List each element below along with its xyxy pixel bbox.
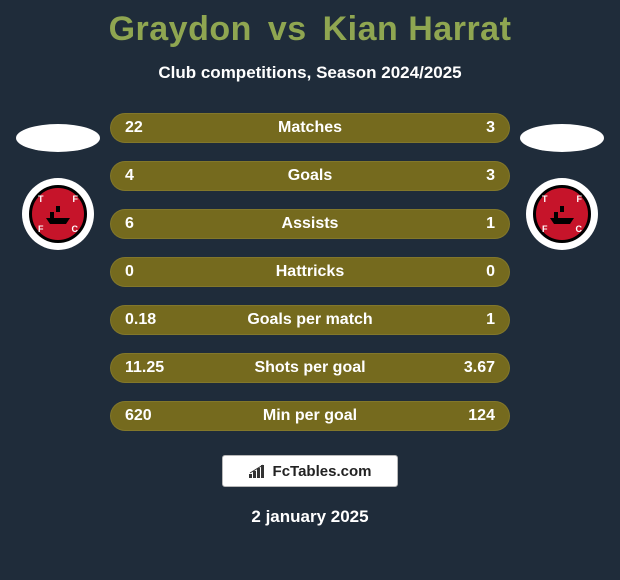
crest-letter: C: [576, 224, 583, 234]
club-crest-left: T F F C: [22, 178, 94, 250]
stat-value-left: 620: [125, 407, 173, 425]
stat-label: Goals per match: [247, 311, 372, 329]
stat-value-right: 3: [447, 119, 495, 137]
stat-row: 620 Min per goal 124: [110, 401, 510, 431]
crest-letter: F: [38, 224, 44, 234]
stat-label: Hattricks: [276, 263, 344, 281]
stat-value-left: 4: [125, 167, 173, 185]
stat-value-left: 22: [125, 119, 173, 137]
stat-value-left: 11.25: [125, 359, 173, 377]
stat-value-right: 3: [447, 167, 495, 185]
page-title: Graydon vs Kian Harrat: [0, 0, 620, 49]
stat-value-right: 124: [447, 407, 495, 425]
stats-table: 22 Matches 3 4 Goals 3 6 Assists 1 0 Hattricks 0 0.1…: [0, 113, 620, 431]
bars-icon: [249, 464, 267, 478]
stat-row: 4 Goals 3: [110, 161, 510, 191]
stat-value-left: 0: [125, 263, 173, 281]
stat-value-right: 1: [447, 311, 495, 329]
stat-label: Assists: [282, 215, 339, 233]
date-label: 2 january 2025: [0, 507, 620, 527]
crest-inner-right: T F F C: [533, 185, 591, 243]
crest-letter: T: [38, 194, 44, 204]
stat-row: 11.25 Shots per goal 3.67: [110, 353, 510, 383]
stat-row: 22 Matches 3: [110, 113, 510, 143]
brand-badge[interactable]: FcTables.com: [222, 455, 398, 487]
stat-value-left: 6: [125, 215, 173, 233]
club-crest-right: T F F C: [526, 178, 598, 250]
trawler-icon: [44, 204, 72, 224]
stat-value-right: 3.67: [447, 359, 495, 377]
stat-row: 0 Hattricks 0: [110, 257, 510, 287]
crest-letter: C: [72, 224, 79, 234]
trawler-icon: [548, 204, 576, 224]
brand-text: FcTables.com: [273, 463, 372, 480]
stat-value-right: 1: [447, 215, 495, 233]
comparison-card: Graydon vs Kian Harrat Club competitions…: [0, 0, 620, 580]
subtitle: Club competitions, Season 2024/2025: [0, 63, 620, 83]
player2-name: Kian Harrat: [323, 10, 512, 48]
stat-value-left: 0.18: [125, 311, 173, 329]
stat-label: Goals: [288, 167, 332, 185]
crest-letter: F: [542, 224, 548, 234]
crest-letter: F: [577, 194, 583, 204]
player1-name: Graydon: [109, 10, 252, 48]
stat-label: Min per goal: [263, 407, 357, 425]
flag-right: [520, 124, 604, 152]
crest-letter: T: [542, 194, 548, 204]
crest-inner-left: T F F C: [29, 185, 87, 243]
stat-value-right: 0: [447, 263, 495, 281]
crest-letter: F: [73, 194, 79, 204]
vs-text: vs: [268, 10, 307, 48]
stat-row: 0.18 Goals per match 1: [110, 305, 510, 335]
flag-left: [16, 124, 100, 152]
stat-label: Matches: [278, 119, 342, 137]
stat-label: Shots per goal: [254, 359, 365, 377]
stat-row: 6 Assists 1: [110, 209, 510, 239]
